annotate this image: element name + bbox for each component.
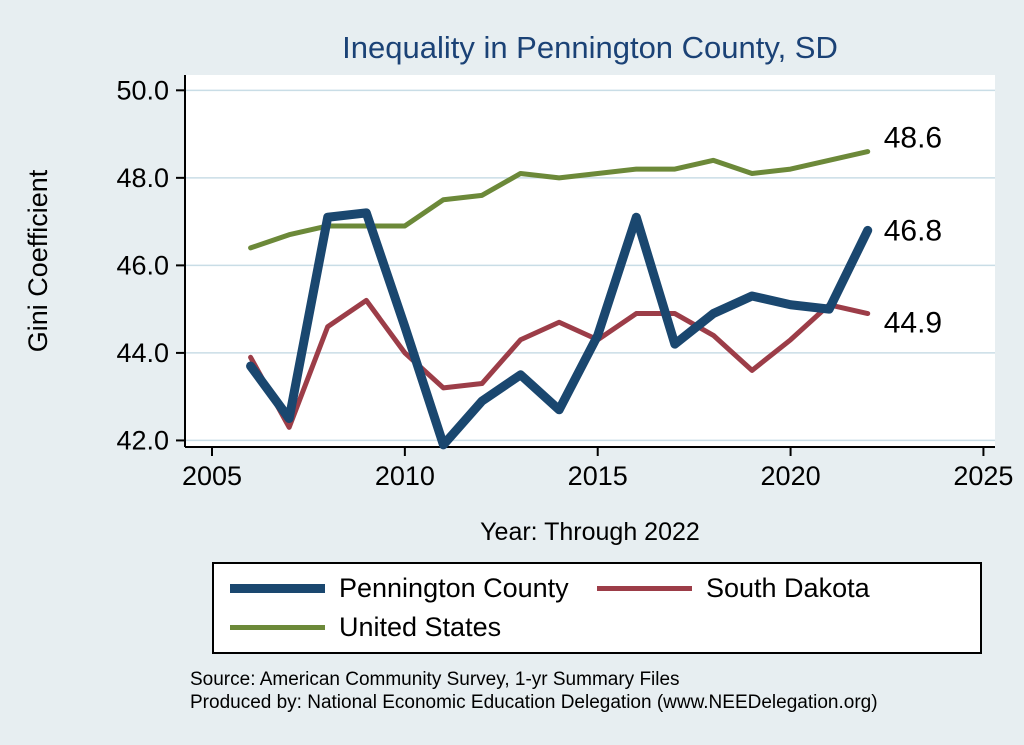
legend-label-south-dakota: South Dakota — [706, 572, 870, 603]
legend-swatch-united-states — [230, 625, 325, 631]
legend-swatch-pennington-county — [230, 583, 325, 593]
plot-background — [185, 75, 995, 447]
x-tick-label: 2010 — [375, 461, 435, 491]
legend-swatch-south-dakota — [597, 585, 692, 591]
y-tick-label: 48.0 — [116, 163, 169, 193]
y-tick-label: 42.0 — [116, 425, 169, 455]
x-tick-label: 2005 — [182, 461, 242, 491]
plot-area: 42.0 44.0 46.0 48.0 50.0 2005 2010 2015 2020 2025… — [116, 75, 1013, 491]
end-label-united-states: 48.6 — [884, 122, 942, 155]
source-line: Source: American Community Survey, 1-yr … — [190, 669, 680, 690]
end-label-south-dakota: 44.9 — [884, 307, 942, 340]
chart-title: Inequality in Pennington County, SD — [342, 30, 838, 65]
series-line-united-states — [248, 149, 871, 251]
series-line-pennington-county — [246, 208, 873, 450]
x-tick-label: 2015 — [568, 461, 628, 491]
y-tick-label: 44.0 — [116, 338, 169, 368]
legend-item-south-dakota: South Dakota — [597, 573, 964, 604]
legend: Pennington County South Dakota United Stat… — [212, 562, 982, 654]
x-tick-label: 2020 — [761, 461, 821, 491]
legend-item-united-states: United States — [230, 612, 597, 643]
x-axis-label: Year: Through 2022 — [480, 518, 700, 546]
y-tick-label: 50.0 — [116, 75, 169, 105]
produced-by-line: Produced by: National Economic Education… — [190, 692, 878, 713]
legend-item-pennington-county: Pennington County — [230, 573, 597, 604]
legend-label-united-states: United States — [339, 612, 502, 643]
series-line-south-dakota — [248, 297, 871, 430]
y-tick-label: 46.0 — [116, 250, 169, 280]
x-tick-label: 2025 — [953, 461, 1013, 491]
legend-label-pennington-county: Pennington County — [339, 572, 569, 603]
source-note: Source: American Community Survey, 1-yr … — [190, 668, 878, 714]
end-label-pennington-county: 46.8 — [884, 214, 942, 247]
